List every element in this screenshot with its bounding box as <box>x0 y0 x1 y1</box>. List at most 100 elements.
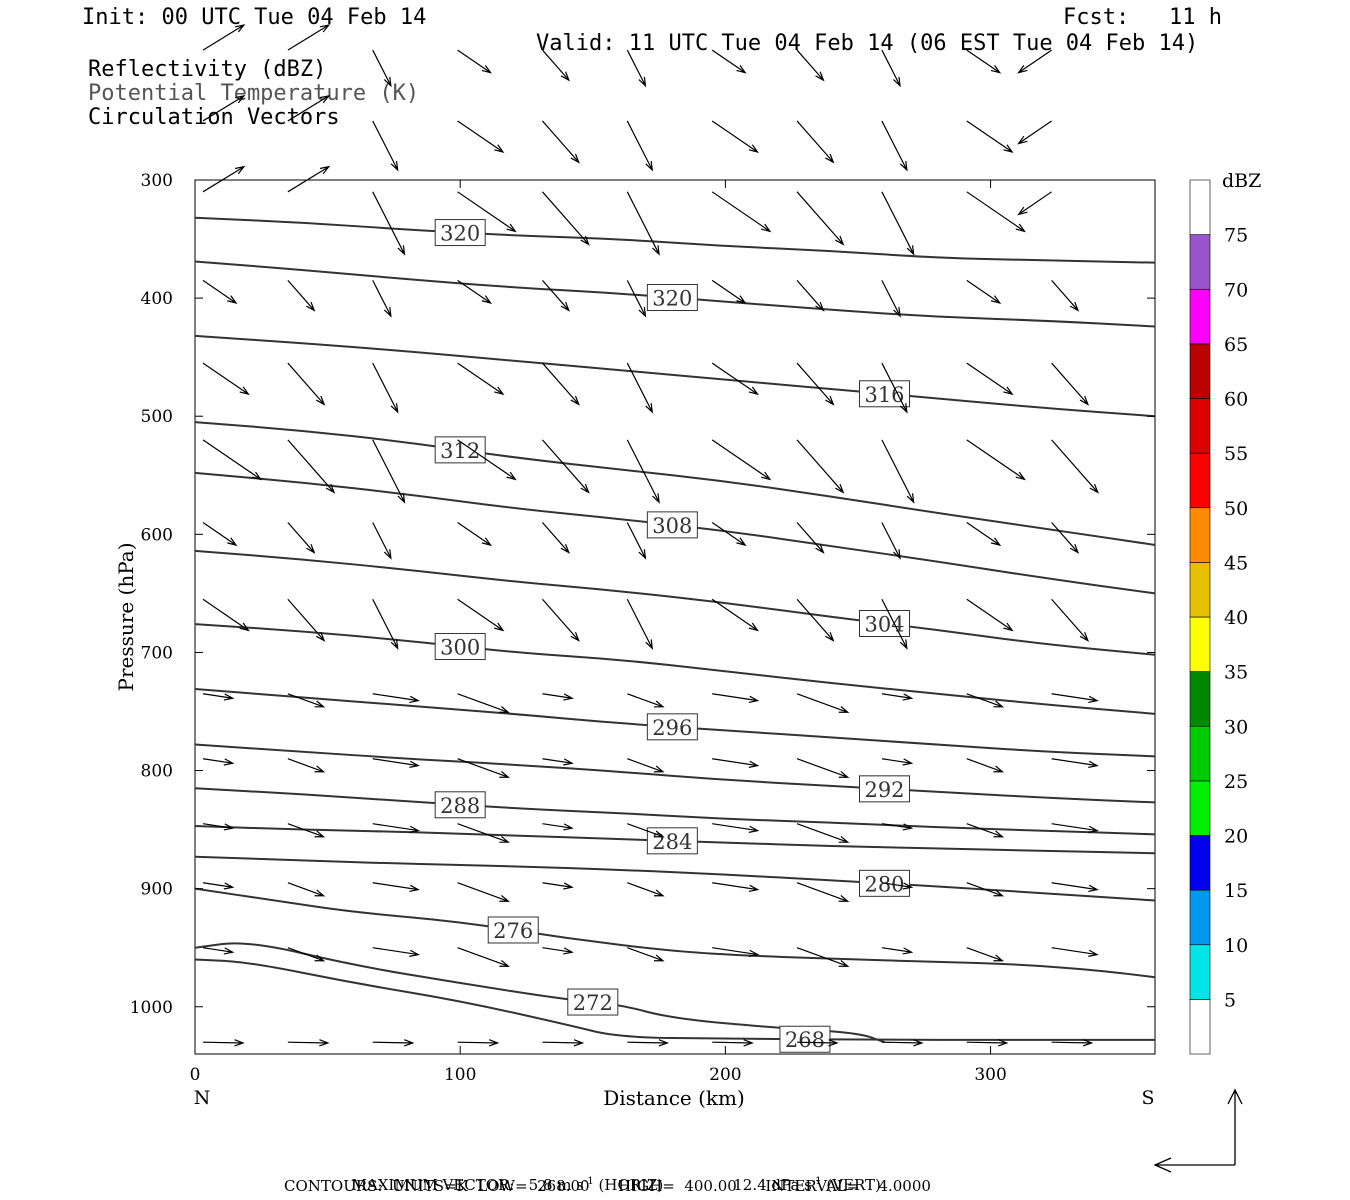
axis-ticks: 300 400 500 600 700 800 900 1000 0 100 200 300 <box>130 171 1155 1085</box>
circulation-vector-arrow <box>1051 362 1090 406</box>
circulation-vector-arrow <box>202 1039 245 1047</box>
y-tick-label: 1000 <box>130 998 173 1018</box>
theta-contour-line <box>194 942 885 1044</box>
circulation-vector-arrow <box>881 49 901 88</box>
circulation-vector-arrow <box>541 439 590 494</box>
circulation-vector-arrow <box>542 693 574 701</box>
circulation-vector-arrow <box>1051 439 1099 494</box>
circulation-vector-arrow <box>287 165 331 193</box>
circulation-vector-arrow <box>711 439 772 481</box>
x-tick-label: 200 <box>709 1065 741 1085</box>
circulation-vector-arrow <box>711 49 747 74</box>
y-tick-label: 500 <box>141 407 173 427</box>
theta-contour-label-box <box>487 916 539 944</box>
circulation-vector-arrow <box>542 1039 585 1047</box>
circulation-vector-arrow <box>966 522 1002 547</box>
circulation-vector-arrow <box>202 279 238 304</box>
circulation-vector-arrow <box>881 823 914 831</box>
colorbar-unit: dBZ <box>1222 170 1261 192</box>
x-axis-label: Distance (km) <box>603 1086 745 1110</box>
circulation-vector-arrow <box>457 882 510 902</box>
circulation-vector-arrow <box>457 758 510 778</box>
circulation-vector-arrow <box>287 823 326 838</box>
circulation-vector-arrow <box>1051 693 1099 704</box>
circulation-vector-arrow <box>457 191 517 233</box>
circulation-vector-arrow <box>457 1039 500 1047</box>
circulation-vector-arrow <box>1017 191 1052 216</box>
circulation-vector-arrow <box>287 882 326 897</box>
theta-contour-line <box>194 471 1156 595</box>
circulation-vector-arrow <box>966 439 1026 481</box>
circulation-vector-arrow <box>796 120 835 164</box>
colorbar-level-label: 50 <box>1224 498 1248 520</box>
circulation-vector-arrow <box>202 165 246 193</box>
theta-contour-line <box>194 334 1156 418</box>
circulation-vector-arrow <box>457 439 517 481</box>
colorbar-swatch <box>1189 616 1211 672</box>
circulation-vector-arrow <box>372 693 420 704</box>
circulation-vector-arrow <box>796 191 845 246</box>
circulation-vector-arrow <box>626 599 654 650</box>
circulation-vector-arrow <box>1051 1039 1094 1047</box>
circulation-vectors <box>202 24 1099 1047</box>
theta-contour-label: 296 <box>652 716 692 740</box>
theta-contour-line <box>194 549 1156 656</box>
circulation-vector-arrow <box>287 94 331 122</box>
colorbar-swatch <box>1189 288 1211 345</box>
circulation-vector-arrow <box>202 882 235 890</box>
circulation-vector-arrow <box>542 758 574 766</box>
circulation-vector-arrow <box>966 49 1002 74</box>
circulation-vector-arrow <box>457 279 493 304</box>
theta-contour-label-box <box>434 633 486 661</box>
footer-contour-info: CONTOURS: UNITS=K LOW= 268.00 HIGH= 400.… <box>284 1177 931 1195</box>
circulation-vector-arrow <box>712 947 760 957</box>
theta-contour-label: 272 <box>573 991 613 1015</box>
circulation-vector-arrow <box>372 49 392 88</box>
theta-contour-label-box <box>859 609 911 637</box>
colorbar-swatch <box>1189 179 1211 235</box>
circulation-vector-arrow <box>966 758 1005 773</box>
circulation-vector-arrow <box>372 120 399 172</box>
circulation-vector-arrow <box>1051 522 1080 554</box>
max-vector-horiz-unit: (HORIZ) <box>593 1176 664 1194</box>
circulation-vector-arrow <box>881 758 914 766</box>
max-vector-horiz: MAXIMUM VECTOR: 5.8 m s <box>351 1176 584 1194</box>
circulation-vector-arrow <box>1051 823 1099 833</box>
x-end-label-south: S <box>1141 1087 1154 1109</box>
colorbar-level-label: 60 <box>1224 389 1248 411</box>
circulation-vector-arrow <box>372 191 406 256</box>
circulation-vector-arrow <box>202 823 235 831</box>
circulation-vector-arrow <box>881 947 914 955</box>
circulation-vector-arrow <box>541 598 580 642</box>
theta-contour-label: 300 <box>440 636 480 660</box>
colorbar-swatch <box>1189 507 1211 563</box>
theta-contour-label: 280 <box>864 872 904 896</box>
circulation-vector-arrow <box>287 947 326 962</box>
theta-contour-label-box <box>646 511 698 539</box>
circulation-vector-arrow <box>1051 882 1099 892</box>
circulation-vector-arrow <box>711 120 760 153</box>
max-vector-horiz-exp: -1 <box>584 1176 594 1187</box>
circulation-vector-arrow <box>457 823 510 843</box>
circulation-vector-arrow <box>627 758 665 773</box>
circulation-vector-arrow <box>626 439 660 504</box>
circulation-vector-arrow <box>881 362 908 414</box>
circulation-vector-arrow <box>711 522 747 547</box>
circulation-vector-arrow <box>966 882 1005 897</box>
footer-maximum-vector: MAXIMUM VECTOR: 5.8 m s-1 (HORIZ) 12.4 dP… <box>342 1158 881 1194</box>
circulation-vector-arrow <box>626 280 647 318</box>
theta-contour-line <box>194 260 1156 328</box>
circulation-vector-arrow <box>457 522 493 547</box>
circulation-vector-arrow <box>712 758 760 768</box>
colorbar-swatch <box>1189 343 1211 399</box>
circulation-vector-arrow <box>372 599 399 650</box>
circulation-vector-arrow <box>287 24 331 51</box>
circulation-vector-arrow <box>627 882 665 897</box>
circulation-vector-arrow <box>881 280 901 318</box>
colorbar-swatch <box>1189 725 1211 782</box>
theta-contour-line <box>194 855 1156 902</box>
colorbar-level-label: 15 <box>1224 880 1248 902</box>
colorbar-swatch <box>1189 562 1211 618</box>
circulation-vector-arrow <box>541 279 571 312</box>
colorbar-swatch <box>1189 452 1211 509</box>
